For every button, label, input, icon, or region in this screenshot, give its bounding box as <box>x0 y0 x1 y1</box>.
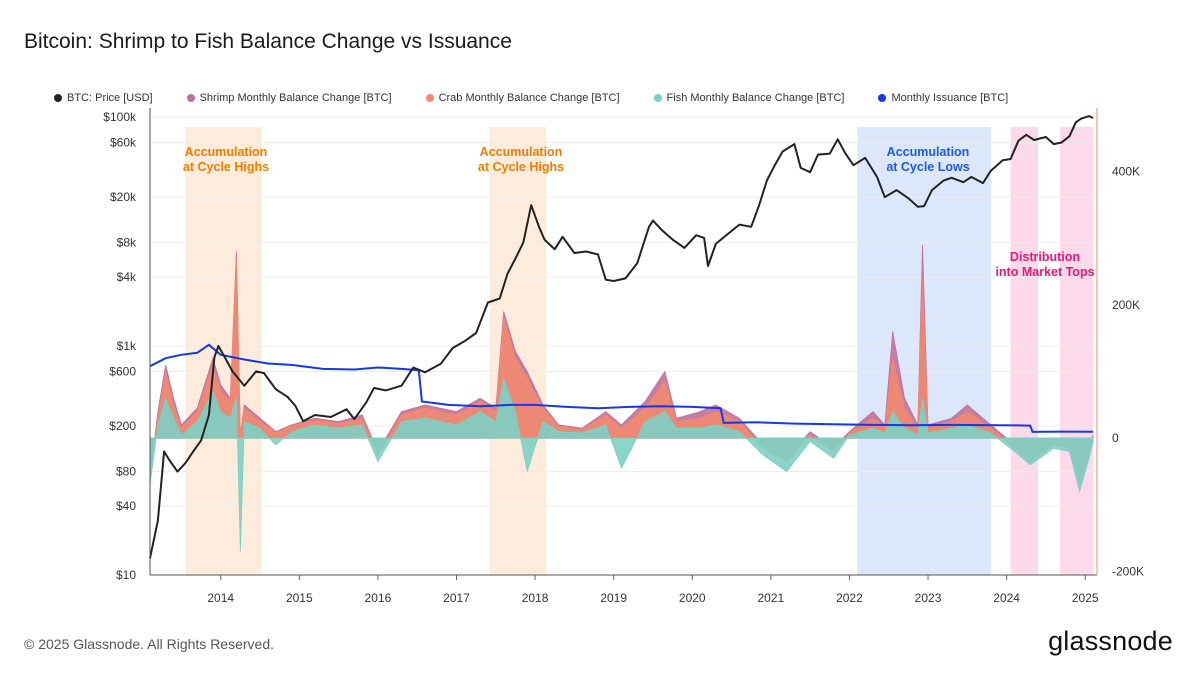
x-tick-label: 2022 <box>836 591 863 605</box>
legend-label: Crab Monthly Balance Change [BTC] <box>438 92 620 104</box>
highlight-band-0 <box>185 127 262 575</box>
copyright-footer: © 2025 Glassnode. All Rights Reserved. <box>24 636 275 652</box>
area-fish <box>149 376 1094 552</box>
issuance-line <box>149 343 1094 433</box>
legend-dot-icon <box>878 94 887 102</box>
highlight-band-3 <box>1010 127 1039 575</box>
y-left-tick-label: $10 <box>116 568 136 582</box>
annotation-text: Accumulation <box>887 145 970 159</box>
y-left-tick-label: $100k <box>103 110 137 124</box>
x-tick-label: 2016 <box>365 591 392 605</box>
glassnode-logo: glassnode <box>1048 626 1173 656</box>
legend-label: Shrimp Monthly Balance Change [BTC] <box>199 92 392 104</box>
y-left-tick-label: $600 <box>109 364 136 378</box>
y-left-tick-label: $200 <box>109 419 136 433</box>
x-tick-label: 2024 <box>993 591 1020 605</box>
x-tick-label: 2025 <box>1072 591 1099 605</box>
annotation-text: Distribution <box>1010 250 1080 264</box>
legend-item-btc-price[interactable]: BTC: Price [USD] <box>54 92 153 104</box>
y-left-tick-label: $20k <box>110 190 137 204</box>
legend-label: Fish Monthly Balance Change [BTC] <box>666 92 845 104</box>
annotation-text: at Cycle Highs <box>183 160 269 174</box>
legend-item-fish[interactable]: Fish Monthly Balance Change [BTC] <box>653 92 845 104</box>
legend-dot-icon <box>653 94 662 102</box>
y-right-tick-label: -200K <box>1112 565 1144 579</box>
y-right-tick-label: 0 <box>1112 431 1119 445</box>
y-left-tick-label: $80 <box>116 465 136 479</box>
annotation-text: at Cycle Lows <box>886 160 969 174</box>
y-left-tick-label: $8k <box>117 236 137 250</box>
legend-dot-icon <box>425 94 434 102</box>
annotation-text: into Market Tops <box>995 265 1094 279</box>
x-tick-label: 2015 <box>286 591 313 605</box>
annotation-text: Accumulation <box>480 145 563 159</box>
x-tick-label: 2018 <box>522 591 549 605</box>
x-tick-label: 2019 <box>600 591 627 605</box>
x-tick-label: 2023 <box>915 591 942 605</box>
annotation-text: at Cycle Highs <box>478 160 564 174</box>
x-tick-label: 2017 <box>443 591 470 605</box>
legend-label: BTC: Price [USD] <box>67 92 153 104</box>
x-tick-label: 2021 <box>758 591 785 605</box>
price-line <box>149 115 1094 559</box>
highlight-band-4 <box>1060 127 1094 575</box>
y-left-tick-label: $1k <box>117 339 137 353</box>
annotation-text: Accumulation <box>185 145 268 159</box>
legend-item-issuance[interactable]: Monthly Issuance [BTC] <box>878 92 1008 104</box>
legend-item-shrimp[interactable]: Shrimp Monthly Balance Change [BTC] <box>186 92 392 104</box>
x-tick-label: 2014 <box>207 591 234 605</box>
highlight-band-1 <box>489 127 547 575</box>
y-left-tick-label: $40 <box>116 499 136 513</box>
legend-label: Monthly Issuance [BTC] <box>891 92 1009 104</box>
y-left-tick-label: $4k <box>117 270 137 284</box>
x-tick-label: 2020 <box>679 591 706 605</box>
y-right-tick-label: 400K <box>1112 164 1140 178</box>
legend-dot-icon <box>186 94 195 102</box>
chart-legend: BTC: Price [USD] Shrimp Monthly Balance … <box>54 92 1042 104</box>
chart-title: Bitcoin: Shrimp to Fish Balance Change v… <box>24 30 512 53</box>
y-left-tick-label: $60k <box>110 135 137 149</box>
y-right-tick-label: 200K <box>1112 298 1140 312</box>
legend-dot-icon <box>54 94 62 102</box>
legend-item-crab[interactable]: Crab Monthly Balance Change [BTC] <box>425 92 620 104</box>
area-crab <box>149 258 1094 487</box>
